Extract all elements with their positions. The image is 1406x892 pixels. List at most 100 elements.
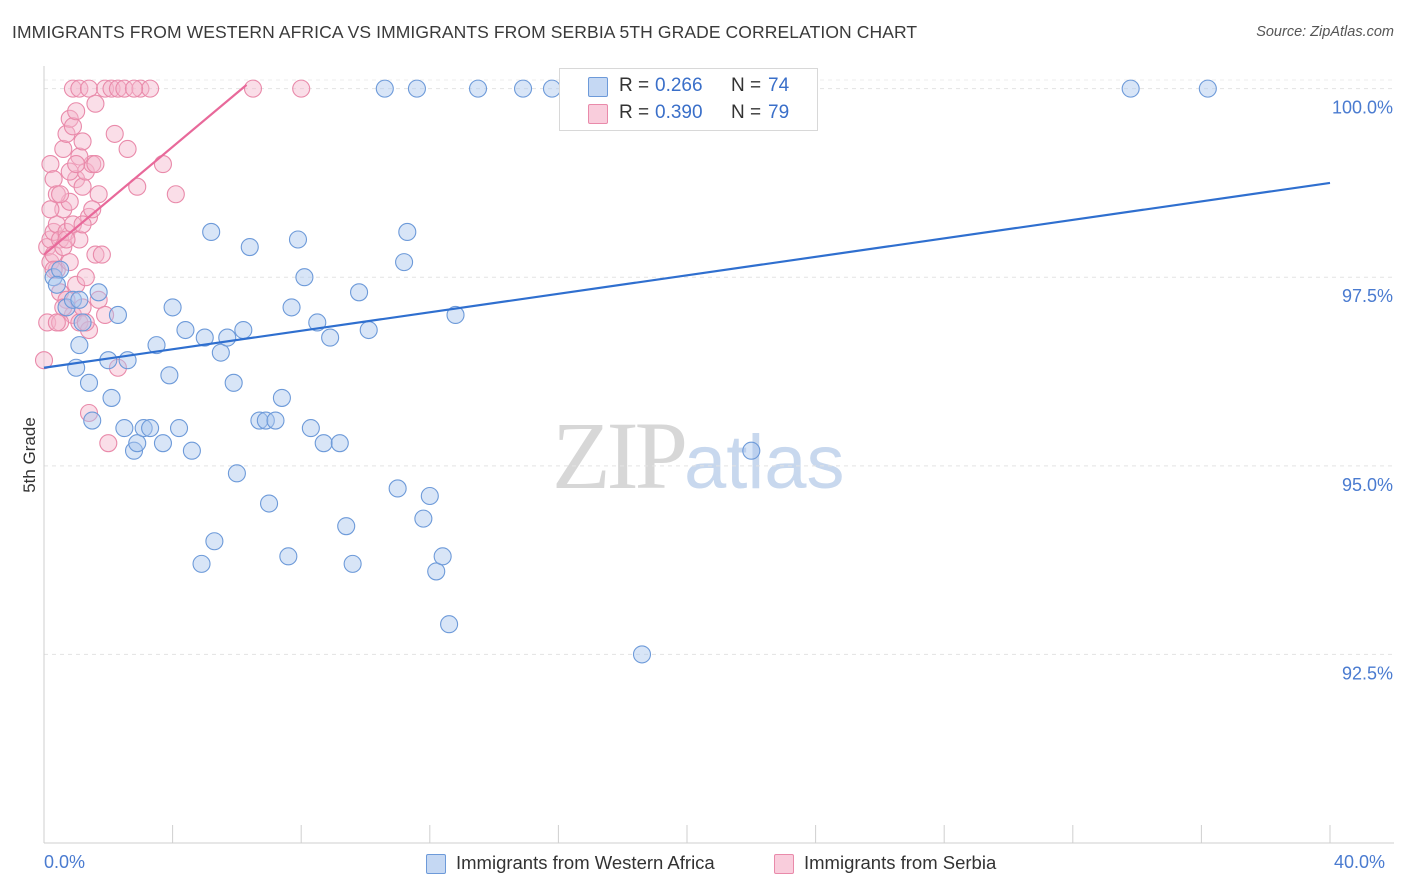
serbia-point (63, 79, 82, 98)
serbia-point (60, 162, 79, 181)
serbia-point (118, 139, 137, 159)
series-serbia-points (34, 79, 311, 453)
serbia-point (153, 155, 173, 174)
r-label: R = (619, 75, 650, 96)
legend-swatch-pink (774, 854, 794, 875)
serbia-point (243, 79, 263, 98)
western-africa-point (141, 419, 160, 438)
serbia-point (41, 155, 60, 174)
stats-legend: R = 0.266 N = 74 R = 0.390 N = 79 (559, 68, 818, 131)
western-africa-point (414, 509, 433, 528)
serbia-point (76, 268, 95, 287)
western-africa-point (250, 411, 269, 430)
serbia-point (83, 200, 102, 219)
western-africa-point (295, 268, 314, 287)
western-africa-point (433, 547, 452, 566)
serbia-point (86, 155, 105, 174)
western-africa-point (314, 434, 333, 453)
legend-swatch-pink (588, 104, 608, 124)
serbia-point (34, 351, 54, 370)
serbia-point (73, 215, 92, 234)
serbia-point (89, 185, 108, 204)
legend-item-western-africa[interactable]: Immigrants from Western Africa (426, 852, 715, 876)
western-africa-point (63, 290, 82, 309)
serbia-point (108, 79, 127, 98)
serbia-point (99, 434, 118, 453)
western-africa-point (279, 547, 298, 566)
western-africa-point (205, 532, 224, 551)
serbia-point (73, 132, 92, 151)
n-value: 79 (768, 102, 790, 123)
serbia-point (57, 230, 76, 249)
western-africa-point (272, 388, 291, 407)
western-africa-point (1121, 79, 1140, 98)
serbia-point (73, 177, 92, 196)
western-africa-point (395, 253, 414, 272)
western-africa-point (47, 275, 66, 294)
western-africa-point (542, 79, 562, 98)
western-africa-point (128, 434, 147, 453)
western-africa-point (224, 373, 243, 392)
western-africa-point (282, 298, 301, 317)
y-tick-label: 100.0% (1332, 98, 1393, 118)
serbia-point (54, 139, 73, 159)
n-label: N = (731, 102, 762, 123)
r-value: 0.266 (655, 75, 703, 96)
western-africa-point (388, 479, 407, 498)
western-africa-point (256, 411, 275, 430)
legend-item-serbia[interactable]: Immigrants from Serbia (774, 852, 996, 876)
western-africa-point (288, 230, 308, 249)
western-africa-point (513, 79, 533, 98)
y-tick-label: 97.5% (1342, 286, 1393, 306)
legend-label-western-africa: Immigrants from Western Africa (456, 852, 715, 873)
western-africa-point (211, 343, 230, 362)
western-africa-point (195, 328, 214, 347)
watermark: ZIPatlas (552, 400, 845, 511)
x-tick-label-min: 0.0% (44, 852, 86, 872)
serbia-point (44, 170, 63, 189)
western-africa-point (742, 441, 761, 460)
serbia-point (67, 155, 86, 174)
serbia-point (51, 185, 70, 204)
western-africa-point (89, 283, 108, 302)
western-africa-point (398, 222, 417, 242)
serbia-point (141, 79, 160, 98)
western-africa-point (70, 290, 89, 309)
western-africa-point (343, 554, 362, 573)
trend-line-serbia (43, 84, 248, 256)
western-africa-point (321, 328, 340, 347)
western-africa-point (115, 419, 134, 438)
western-africa-point (153, 434, 173, 453)
western-africa-point (160, 366, 179, 385)
serbia-point (47, 313, 66, 332)
western-africa-point (359, 320, 378, 340)
legend-swatch-blue (588, 77, 608, 97)
western-africa-point (182, 441, 201, 460)
western-africa-point (169, 419, 189, 438)
western-africa-point (51, 260, 70, 279)
serbia-point (63, 117, 82, 136)
western-africa-point (176, 320, 195, 340)
n-value: 74 (768, 75, 790, 96)
serbia-point (67, 102, 86, 121)
western-africa-point (407, 79, 426, 98)
trend-line-western-africa (43, 181, 1331, 369)
watermark-atlas: atlas (684, 420, 845, 505)
western-africa-point (102, 388, 121, 407)
serbia-point (292, 79, 311, 98)
western-africa-point (108, 305, 127, 324)
n-label: N = (731, 75, 762, 96)
serbia-point (57, 124, 76, 143)
legend-label-serbia: Immigrants from Serbia (804, 852, 997, 873)
serbia-point (89, 290, 108, 309)
western-africa-point (266, 411, 285, 430)
western-africa-point (440, 615, 459, 634)
serbia-point (105, 124, 124, 143)
serbia-point (70, 230, 89, 249)
watermark-zip: ZIP (552, 402, 688, 509)
axes (43, 66, 1394, 844)
serbia-point (54, 200, 73, 219)
serbia-point (67, 275, 86, 294)
y-tick-label: 95.0% (1342, 475, 1393, 495)
